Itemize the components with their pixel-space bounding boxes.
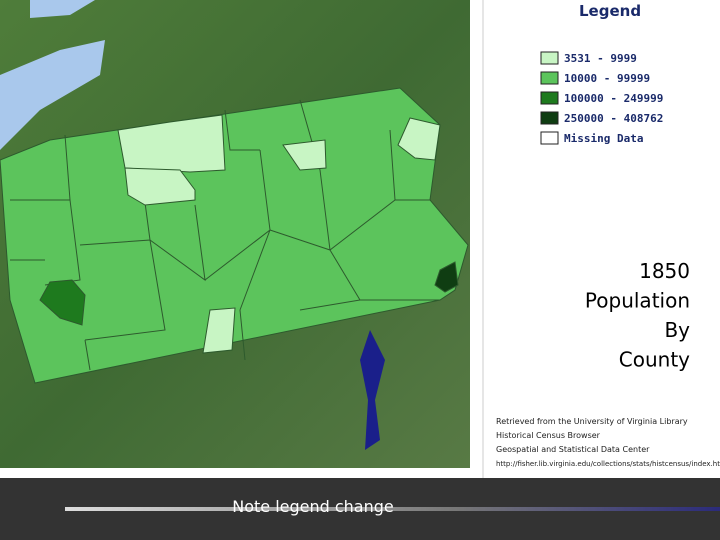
title-line: By <box>664 318 690 342</box>
legend-swatch <box>540 71 559 85</box>
legend-label: Missing Data <box>564 132 643 145</box>
legend-label: 3531 - 9999 <box>564 52 637 65</box>
legend-label: 10000 - 99999 <box>564 72 650 85</box>
state-map <box>0 87 469 384</box>
legend-swatch <box>540 111 559 125</box>
slide-title: 1850 Population By County <box>585 259 690 372</box>
source-line: Historical Census Browser <box>496 431 601 440</box>
footer-line <box>65 507 720 511</box>
title-line: 1850 <box>639 259 690 283</box>
state-outline <box>0 87 469 384</box>
county <box>202 307 236 354</box>
bay <box>360 330 385 450</box>
county-borders <box>10 99 440 371</box>
legend-title: Legend <box>579 2 641 20</box>
legend-label: 250000 - 408762 <box>564 112 663 125</box>
legend-label: 100000 - 249999 <box>564 92 663 105</box>
source-line: Geospatial and Statistical Data Center <box>496 445 650 454</box>
legend-swatch <box>540 131 559 145</box>
title-line: Population <box>585 289 690 313</box>
source: Retrieved from the University of Virgini… <box>496 417 720 468</box>
county <box>397 117 441 161</box>
note: Note legend change <box>232 497 394 516</box>
source-line: Retrieved from the University of Virgini… <box>496 417 688 426</box>
legend-swatch <box>540 51 559 65</box>
county <box>434 261 459 293</box>
lake <box>30 0 95 18</box>
legend-swatch <box>540 91 559 105</box>
source-line: http://fisher.lib.virginia.edu/collectio… <box>496 460 720 468</box>
lake <box>0 40 105 150</box>
county <box>282 139 327 171</box>
county <box>124 167 196 206</box>
county <box>39 279 86 326</box>
title-line: County <box>619 348 690 372</box>
legend: 3531 - 9999 10000 - 99999 100000 - 249999 2… <box>540 51 663 145</box>
